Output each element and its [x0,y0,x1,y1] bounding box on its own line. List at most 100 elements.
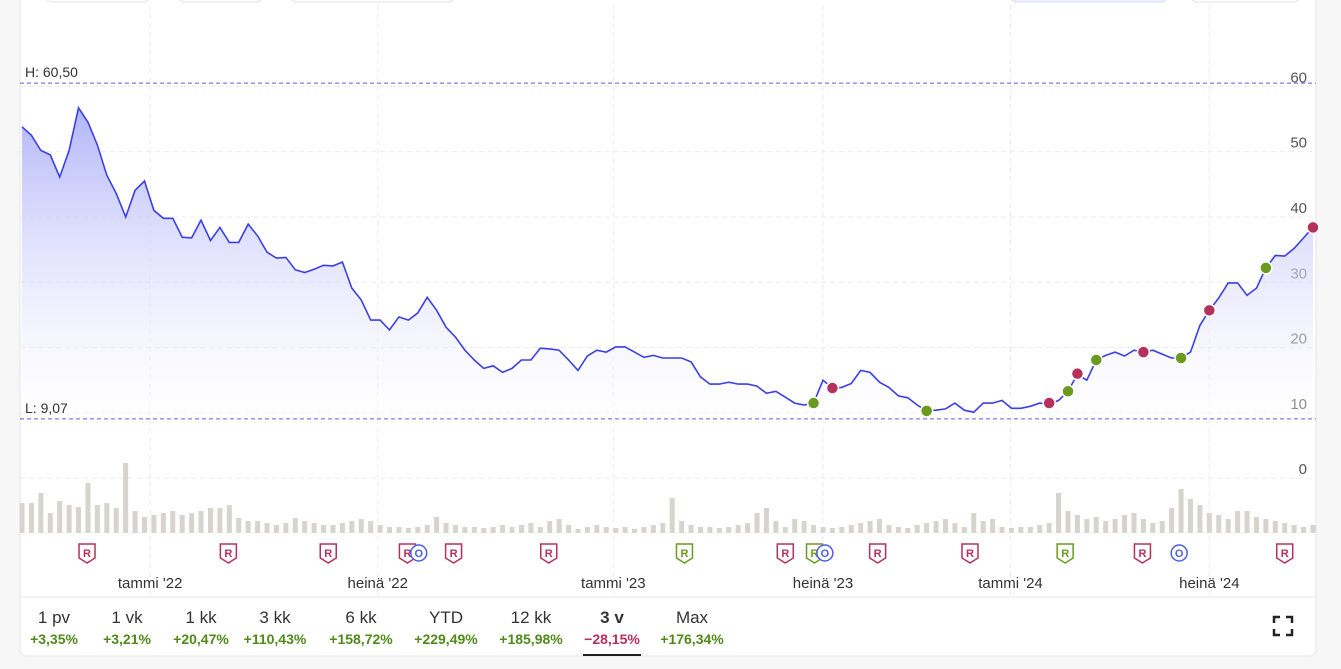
event-marker[interactable]: O [1170,544,1188,562]
top-button[interactable] [1190,0,1300,3]
signal-dot [806,396,821,410]
event-label: O [1175,548,1184,560]
volume-bar [142,517,148,533]
top-button[interactable] [45,0,150,3]
volume-bar [980,521,986,533]
period-label: 1 pv [38,608,71,627]
volume-bar [151,515,157,533]
event-marker[interactable]: R [868,543,887,564]
volume-bar [1150,523,1156,533]
signal-dot [1136,345,1151,359]
volume-bar [1159,521,1165,533]
volume-bar [726,527,732,533]
volume-bar [1018,527,1024,533]
volume-bar [1263,519,1269,533]
period-label: YTD [429,608,463,627]
volume-bar [170,511,176,533]
volume-bar [217,508,223,533]
event-marker[interactable]: O [409,544,428,562]
event-marker[interactable]: R [1275,543,1294,564]
volume-bar [104,503,110,533]
event-label: R [83,548,91,560]
event-marker[interactable]: R [444,543,463,564]
event-marker[interactable]: O [816,544,834,562]
volume-bar [28,503,34,533]
volume-bar [1093,517,1099,533]
volume-bar [47,513,53,533]
period-tab[interactable]: 12 kk +185,98% [499,608,563,647]
volume-bar [773,521,779,533]
signal-dot [1202,303,1217,318]
period-label: 1 vk [111,608,143,627]
period-tab[interactable]: 1 pv +3,35% [30,608,78,647]
y-tick-label: 50 [1290,135,1307,152]
volume-bar [368,521,374,533]
top-button[interactable] [1010,0,1168,3]
event-marker[interactable]: R [675,543,694,564]
card [19,0,1317,657]
event-marker[interactable]: R [319,543,338,564]
volume-bar [377,525,383,533]
volume-bar [650,525,656,533]
period-tab[interactable]: 1 kk +20,47% [173,608,229,647]
event-label: O [414,548,423,560]
volume-bar [848,525,854,533]
event-marker[interactable]: R [961,543,979,564]
event-shape [1056,543,1074,564]
period-tab[interactable]: 6 kk +158,72% [329,608,393,647]
event-marker[interactable]: R [540,543,558,564]
signal-dot [1061,384,1075,399]
period-label: 6 kk [345,608,377,627]
volume-bar [1131,513,1137,533]
top-button[interactable] [178,0,263,3]
event-marker[interactable]: R [78,543,96,564]
volume-bar [189,513,195,533]
period-tab[interactable]: 1 vk +3,21% [103,608,151,647]
period-tab[interactable]: 3 v −28,15% [583,608,641,656]
signal-dot [1042,396,1056,410]
volume-bar [1206,513,1212,533]
volume-bar [858,523,864,533]
period-tab[interactable]: 3 kk +110,43% [244,608,307,647]
event-marker[interactable]: R [1133,543,1152,564]
event-label: R [450,548,458,560]
event-shape [78,543,96,564]
volume-bar [1197,505,1203,533]
volume-bar [160,513,166,533]
low-label: L: 9,07 [25,400,68,416]
volume-bar [811,525,817,533]
event-marker[interactable]: R [219,543,238,564]
volume-bar [321,525,327,533]
event-label: R [224,548,232,560]
y-tick-label: 0 [1299,461,1307,478]
volume-bar [575,529,581,533]
period-tab[interactable]: Max +176,34% [660,608,724,647]
x-tick-label: tammi '22 [118,575,183,592]
signal-dot [1174,351,1188,365]
volume-bar [745,523,751,533]
event-shape [409,544,428,562]
volume-bar [1235,511,1241,533]
top-button[interactable] [290,0,455,3]
volume-bar [914,525,920,533]
volume-bar [424,525,430,533]
volume-bar [754,513,760,533]
volume-bar [905,528,911,533]
volume-bar [396,527,402,533]
period-tab[interactable]: YTD +229,49% [414,608,478,647]
high-label: H: 60,50 [25,64,78,80]
volume-bar [1291,525,1297,533]
event-marker[interactable]: R [776,543,795,564]
event-shape [1170,544,1188,562]
event-marker[interactable]: R [1056,543,1074,564]
volume-bar [697,527,703,533]
volume-bar [1216,515,1222,533]
volume-bar [330,525,336,533]
period-label: 3 kk [259,608,291,627]
volume-bar [434,517,440,533]
volume-bar [801,521,807,533]
fullscreen-button[interactable] [1272,615,1294,637]
volume-bar [1282,523,1288,533]
area [22,107,1313,419]
period-label: 3 v [600,608,624,627]
